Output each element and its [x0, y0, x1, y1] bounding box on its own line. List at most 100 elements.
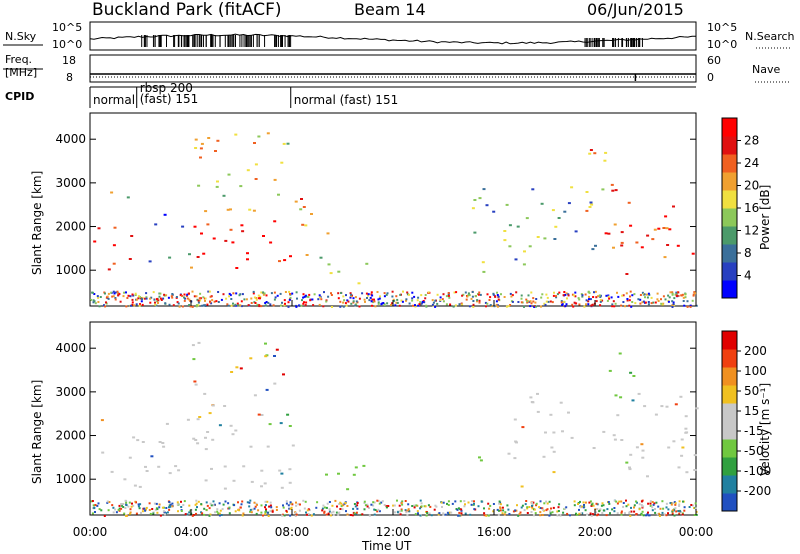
echo-speckle [414, 305, 417, 308]
echo-speckle [563, 300, 566, 303]
echo-speckle [620, 511, 623, 514]
echo-speckle [224, 500, 227, 503]
echo-cell [629, 453, 633, 456]
echo-cell [525, 217, 529, 220]
echo-speckle [573, 301, 576, 304]
echo-speckle [498, 509, 500, 512]
echo-cell [492, 210, 496, 213]
freq-tick-low: 8 [66, 71, 73, 84]
echo-speckle [419, 303, 422, 306]
echo-speckle [349, 514, 352, 516]
echo-speckle [318, 294, 321, 297]
echo-speckle [126, 297, 129, 299]
echo-speckle [321, 507, 324, 510]
echo-speckle [668, 296, 671, 299]
echo-cell [192, 437, 196, 440]
echo-speckle [285, 500, 288, 503]
echo-speckle [125, 291, 127, 294]
echo-cell [193, 380, 197, 383]
echo-speckle [585, 303, 587, 306]
echo-speckle [577, 297, 580, 300]
echo-speckle [532, 300, 535, 303]
echo-cell [528, 245, 532, 248]
echo-speckle [673, 501, 676, 504]
echo-speckle [387, 505, 390, 507]
echo-speckle [624, 305, 626, 308]
echo-speckle [516, 504, 518, 507]
echo-speckle [201, 512, 204, 515]
echo-speckle [559, 514, 562, 517]
echo-speckle [114, 508, 117, 511]
echo-cell [197, 341, 201, 344]
echo-cell [305, 254, 309, 256]
echo-cell [620, 241, 624, 244]
echo-speckle [135, 303, 138, 306]
echo-speckle [386, 292, 389, 295]
echo-speckle [442, 501, 445, 504]
echo-speckle [366, 297, 368, 299]
echo-cell [559, 401, 563, 404]
echo-speckle [171, 505, 174, 508]
echo-speckle [643, 293, 646, 296]
echo-speckle [344, 501, 347, 504]
echo-speckle [635, 500, 637, 503]
echo-cell [620, 244, 624, 247]
echo-speckle [350, 293, 353, 296]
echo-speckle [122, 503, 125, 505]
echo-speckle [353, 512, 356, 515]
echo-speckle [288, 290, 291, 293]
echo-speckle [172, 304, 175, 307]
echo-speckle [302, 293, 305, 296]
echo-cell [563, 210, 567, 213]
echo-cell [138, 485, 142, 488]
echo-speckle [282, 504, 284, 507]
echo-speckle [412, 304, 414, 307]
echo-speckle [545, 500, 548, 503]
echo-speckle [156, 300, 159, 303]
echo-speckle [158, 506, 161, 509]
echo-speckle [651, 506, 654, 509]
echo-speckle [545, 293, 548, 296]
echo-speckle [197, 304, 200, 307]
echo-cell [231, 433, 235, 436]
echo-speckle [125, 504, 128, 507]
echo-speckle [608, 502, 611, 505]
echo-speckle [641, 513, 643, 516]
echo-speckle [442, 512, 445, 515]
echo-speckle [505, 305, 508, 308]
echo-speckle [580, 506, 582, 509]
echo-speckle [367, 294, 369, 297]
echo-speckle [207, 290, 210, 293]
echo-cell [248, 208, 252, 211]
power-colorbar-label: Power [dB] [758, 185, 772, 250]
echo-cell [145, 470, 149, 472]
echo-speckle [671, 291, 674, 294]
echo-cell [263, 482, 267, 485]
echo-speckle [385, 506, 388, 509]
echo-speckle [407, 508, 410, 511]
echo-speckle [134, 500, 137, 503]
echo-speckle [131, 301, 134, 304]
echo-speckle [616, 502, 619, 505]
echo-speckle [272, 304, 275, 307]
echo-speckle [695, 304, 698, 307]
echo-speckle [564, 305, 567, 308]
echo-speckle [191, 290, 194, 293]
echo-speckle [650, 296, 653, 299]
echo-speckle [155, 304, 158, 307]
echo-speckle [658, 512, 661, 515]
echo-speckle [424, 294, 427, 296]
echo-speckle [663, 513, 666, 516]
echo-speckle [471, 500, 474, 503]
echo-speckle [356, 502, 359, 504]
echo-speckle [285, 509, 288, 512]
echo-speckle [396, 499, 398, 502]
echo-speckle [413, 506, 416, 509]
echo-speckle [680, 294, 683, 297]
echo-cell [150, 455, 154, 458]
echo-speckle [476, 300, 478, 303]
echo-cell [680, 454, 684, 457]
echo-speckle [93, 506, 96, 509]
echo-speckle [180, 506, 183, 508]
echo-speckle [692, 294, 695, 297]
